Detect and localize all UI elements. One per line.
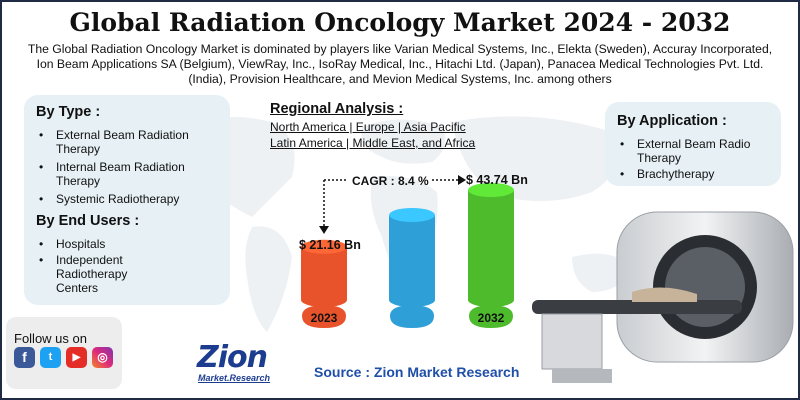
logo-name: Zion [197, 340, 268, 375]
page-subtitle: The Global Radiation Oncology Market is … [27, 42, 773, 86]
by-end-users-list: Hospitals Independent Radiotherapy Cente… [24, 237, 230, 295]
bar-cap-2032 [468, 183, 514, 197]
zion-logo: Zion [197, 340, 268, 375]
category-label-2023: 2023 [311, 311, 338, 325]
cagr-arrowhead-right [458, 175, 466, 185]
by-application-list: External Beam Radio Therapy Brachytherap… [605, 137, 781, 181]
value-label-2032: $ 43.74 Bn [466, 173, 528, 187]
by-application-heading: By Application : [617, 113, 727, 129]
list-item: Internal Beam Radiation Therapy [24, 160, 230, 188]
follow-us-box: Follow us on f t ▶ ◎ [6, 317, 122, 389]
bar-cap-middle [389, 208, 435, 222]
category-label-2032: 2032 [478, 311, 505, 325]
by-end-users-heading: By End Users : [36, 213, 140, 229]
bar-cap-2023 [301, 239, 347, 254]
instagram-icon[interactable]: ◎ [92, 347, 113, 368]
facebook-icon[interactable]: f [14, 347, 35, 368]
linear-accelerator-illustration [532, 211, 794, 383]
regional-line-2: Latin America | Middle East, and Africa [270, 136, 476, 150]
follow-us-label: Follow us on [14, 331, 87, 346]
list-item: Brachytherapy [605, 167, 781, 181]
page-title: Global Radiation Oncology Market 2024 - … [69, 8, 731, 37]
list-item: Hospitals [24, 237, 230, 251]
segment-panel-left: By Type : External Beam Radiation Therap… [24, 95, 230, 305]
bar-middle [389, 215, 435, 307]
list-item: Independent Radiotherapy Centers [24, 253, 230, 295]
bar-2032 [468, 190, 514, 307]
cagr-label: CAGR : 8.4 % [352, 174, 429, 188]
by-type-heading: By Type : [36, 104, 101, 120]
category-badge-2032 [469, 298, 513, 328]
value-label-2023: $ 21.16 Bn [299, 238, 361, 252]
category-badge-2023 [302, 298, 346, 328]
twitter-icon[interactable]: t [40, 347, 61, 368]
list-item: External Beam Radio Therapy [605, 137, 781, 165]
source-text: Source : Zion Market Research [314, 364, 520, 380]
bar-2023 [301, 246, 347, 307]
category-badge-middle [390, 298, 434, 328]
logo-subtitle: Market.Research [198, 373, 271, 383]
regional-line-1: North America | Europe | Asia Pacific [270, 120, 466, 134]
by-type-list: External Beam Radiation Therapy Internal… [24, 128, 230, 206]
cagr-arrowhead-down [319, 226, 329, 234]
regional-heading: Regional Analysis : [270, 101, 404, 117]
youtube-icon[interactable]: ▶ [66, 347, 87, 368]
list-item: External Beam Radiation Therapy [24, 128, 230, 156]
segment-panel-right: By Application : External Beam Radio The… [605, 102, 781, 186]
list-item: Systemic Radiotherapy [24, 192, 230, 206]
